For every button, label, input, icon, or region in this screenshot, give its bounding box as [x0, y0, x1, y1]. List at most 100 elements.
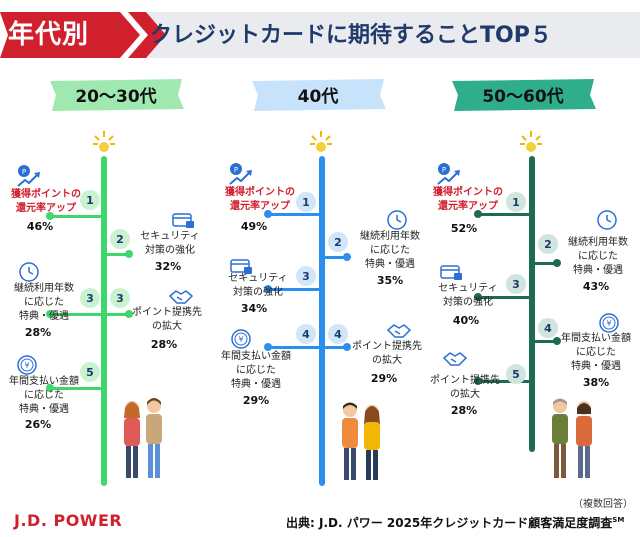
col3-item5-value: 28%: [450, 404, 478, 417]
couple-illustration-young: [124, 398, 162, 478]
col1-dot: [125, 310, 133, 318]
col1-branch: [50, 215, 104, 218]
col2-item5-label: 年間支払い金額 に応じた 特典・優遇: [221, 351, 291, 390]
col1-item5-label: 年間支払い金額 に応じた 特典・優遇: [9, 376, 79, 415]
col3-dot: [474, 210, 482, 218]
svg-text:¥: ¥: [606, 319, 611, 328]
col1-item5-value: 26%: [24, 418, 52, 431]
col3-header-tape: [452, 79, 596, 111]
col2-rank-badge: 1: [296, 192, 316, 212]
col3-item3-value: 40%: [452, 314, 480, 327]
col2-dot: [264, 285, 272, 293]
col2-rank-badge: 3: [296, 266, 316, 286]
points-up-icon: P: [437, 163, 460, 185]
col3-header: 50〜60代: [482, 86, 564, 107]
couple-illustration-middle: [342, 402, 380, 480]
source-citation: 出典: J.D. パワー 2025年クレジットカード顧客満足度調査SM: [286, 516, 625, 530]
col1-rank-badge: 1: [80, 190, 100, 210]
col3-branch: [478, 380, 532, 383]
col1-item3-label: 継続利用年数 に応じた 特典・優遇: [14, 283, 74, 322]
col3-sparkle-icon: [520, 131, 542, 152]
col2-item3-value: 34%: [240, 302, 268, 315]
col2-branch: [322, 256, 346, 259]
yen-badge-icon: ¥: [231, 329, 251, 349]
col1-dot: [46, 310, 54, 318]
points-up-icon: P: [17, 165, 40, 187]
col1-header: 20〜30代: [75, 86, 157, 107]
col3-item3-label: セキュリティ 対策の強化: [438, 283, 498, 308]
col1-stem: [101, 156, 107, 486]
col3-item2-label: 継続利用年数 に応じた 特典・優遇: [568, 237, 628, 276]
col3-rank-badge: 3: [506, 274, 526, 294]
col3-stem: [529, 156, 535, 452]
col2-dot: [264, 343, 272, 351]
col3-item5-label: ポイント提携先 の拡大: [430, 375, 500, 400]
col1-rank-badge: 5: [80, 362, 100, 382]
col1-branch: [50, 387, 104, 390]
col3-rank-badge: 2: [538, 234, 558, 254]
svg-text:P: P: [442, 166, 446, 174]
col1-dot: [125, 250, 133, 258]
col2-rank-badge: 2: [328, 232, 348, 252]
col1-item4-label: ポイント提携先 の拡大: [132, 307, 202, 332]
col2-branch: [268, 346, 322, 349]
col1-item3-value: 28%: [24, 326, 52, 339]
col3-item2-value: 43%: [582, 280, 610, 293]
col3-rank-badge: 1: [506, 192, 526, 212]
yen-badge-icon: ¥: [17, 355, 37, 375]
security-card-icon: [172, 213, 194, 228]
col2-sparkle-icon: [310, 131, 332, 152]
col2-item2-value: 35%: [376, 274, 404, 287]
col2-item4-value: 29%: [370, 372, 398, 385]
col3-item4-value: 38%: [582, 376, 610, 389]
col1-dot: [46, 384, 54, 392]
col1-item4-value: 28%: [150, 338, 178, 351]
col3-item4-label: 年間支払い金額 に応じた 特典・優遇: [561, 333, 631, 372]
col1-sparkle-icon: [93, 131, 115, 152]
col2-stem: [319, 156, 325, 486]
col2-header: 40代: [297, 86, 339, 107]
jd-power-logo: J.D. POWER: [14, 511, 123, 530]
col2-item4-label: ポイント提携先 の拡大: [352, 341, 422, 366]
yen-badge-icon: ¥: [599, 313, 619, 333]
col1-branch: [104, 313, 128, 316]
col1-dot: [46, 212, 54, 220]
col1-item1-label: 獲得ポイントの 還元率アップ: [11, 189, 81, 214]
col3-rank-badge: 5: [506, 364, 526, 384]
col3-rank-badge: 4: [538, 318, 558, 338]
calendar-clock-icon: [387, 210, 407, 230]
couple-illustration-senior: [552, 398, 592, 478]
col1-header-tape: [50, 79, 184, 111]
col2-item5-value: 29%: [242, 394, 270, 407]
multiple-answer-note: （複数回答）: [573, 499, 633, 510]
svg-text:¥: ¥: [238, 335, 243, 344]
handshake-icon: [168, 290, 194, 304]
col3-branch: [532, 340, 556, 343]
col1-item2-label: セキュリティ 対策の強化: [140, 231, 200, 256]
col1-item1-value: 46%: [26, 220, 54, 233]
col1-item2-value: 32%: [154, 260, 182, 273]
col3-item1-value: 52%: [450, 222, 478, 235]
calendar-clock-icon: [597, 210, 617, 230]
svg-text:P: P: [234, 166, 238, 174]
col2-rank-badge: 4: [328, 324, 348, 344]
col3-item1-label: 獲得ポイントの 還元率アップ: [433, 187, 503, 212]
col2-rank-badge: 4: [296, 324, 316, 344]
col2-item2-label: 継続利用年数 に応じた 特典・優遇: [360, 231, 420, 270]
svg-text:¥: ¥: [24, 361, 29, 370]
col2-branch: [268, 213, 322, 216]
header-title: クレジットカードに期待することTOP５: [150, 23, 552, 48]
handshake-icon: [442, 352, 468, 366]
col2-item1-label: 獲得ポイントの 還元率アップ: [225, 187, 295, 212]
security-card-icon: [230, 259, 252, 274]
col2-header-tape: [252, 79, 386, 111]
col2-dot: [343, 343, 351, 351]
col2-branch: [322, 346, 346, 349]
col3-branch: [478, 296, 532, 299]
calendar-clock-icon: [19, 262, 39, 282]
col3-branch: [478, 213, 532, 216]
col3-dot: [474, 293, 482, 301]
col3-dot: [553, 337, 561, 345]
header-tag: 年代別: [8, 20, 90, 50]
header-banner: [0, 12, 640, 58]
